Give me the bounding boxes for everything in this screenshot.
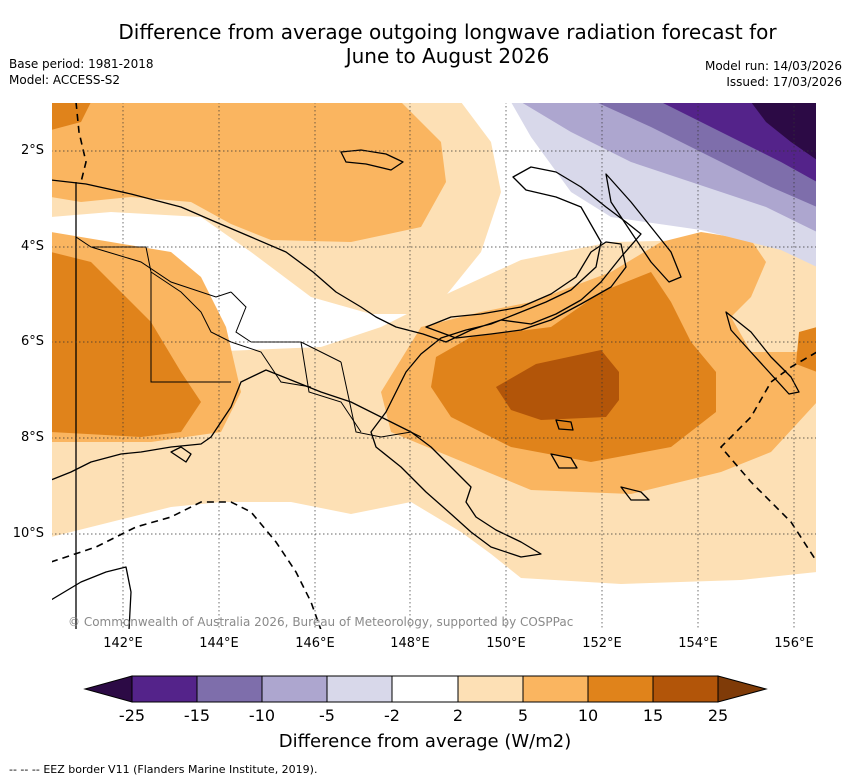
colorbar-tick: -5 <box>319 706 335 725</box>
colorbar-swatch-2-5 <box>458 676 523 702</box>
eez-legend-text: EEZ border V11 (Flanders Marine Institut… <box>43 763 318 776</box>
lat-label-10s: 10°S <box>12 526 44 541</box>
meta-right: Model run: 14/03/2026 Issued: 17/03/2026 <box>705 58 842 90</box>
contour-10-15-northwest <box>51 102 91 130</box>
colorbar-tick: 2 <box>452 706 464 725</box>
title-line-2: June to August 2026 <box>345 44 550 68</box>
lon-label-156e: 156°E <box>774 636 814 651</box>
contour-10-15-west <box>51 252 201 437</box>
province-borders <box>75 182 422 438</box>
lon-label-142e: 142°E <box>103 636 143 651</box>
fergusson-islands <box>550 453 578 469</box>
lat-label-8s: 8°S <box>20 430 44 445</box>
meta-left: Base period: 1981-2018 Model: ACCESS-S2 <box>9 56 154 88</box>
anomaly-map <box>51 102 817 630</box>
colorbar-swatch-neg5-neg2 <box>327 676 392 702</box>
colorbar-swatch-5-10 <box>523 676 588 702</box>
colorbar-dividers <box>196 676 654 702</box>
colorbar-tick: -25 <box>118 706 146 725</box>
base-period: Base period: 1981-2018 <box>9 57 154 71</box>
colorbar-tick: -10 <box>248 706 276 725</box>
colorbar-tick: -2 <box>384 706 400 725</box>
colorbar-outline <box>131 675 719 703</box>
lon-label-144e: 144°E <box>199 636 239 651</box>
contour-5-10-north <box>51 102 446 242</box>
colorbar <box>83 675 768 703</box>
lon-label-146e: 146°E <box>295 636 335 651</box>
lon-label-152e: 152°E <box>582 636 622 651</box>
colorbar-extend-high <box>717 675 768 703</box>
colorbar-swatch-neg2-2 <box>392 676 458 702</box>
manus-island-coastline <box>340 149 404 171</box>
louisiade-islands <box>620 486 650 501</box>
copyright-notice: © Commonwealth of Australia 2026, Bureau… <box>68 615 574 629</box>
colorbar-label: Difference from average (W/m2) <box>278 731 572 752</box>
contour-15-25 <box>496 350 619 420</box>
colorbar-swatch-15-25 <box>653 676 718 702</box>
new-britain-coastline <box>425 241 627 339</box>
colorbar-swatch-neg15-neg10 <box>197 676 262 702</box>
bougainville-coastline <box>725 311 800 395</box>
colorbar-extend-low <box>83 675 133 703</box>
lon-label-148e: 148°E <box>390 636 430 651</box>
colorbar-tick: 10 <box>577 706 599 725</box>
issued-date: Issued: 17/03/2026 <box>726 75 842 89</box>
colorbar-swatch-neg25-neg15 <box>132 676 197 702</box>
colorbar-tick: 25 <box>707 706 729 725</box>
eez-legend-marker: -- -- -- <box>9 763 40 776</box>
map-frame <box>51 102 817 630</box>
new-ireland-coastline <box>605 173 682 283</box>
model-name: Model: ACCESS-S2 <box>9 73 121 87</box>
chart-title: Difference from average outgoing longwav… <box>0 20 850 68</box>
colorbar-swatch-10-15 <box>588 676 653 702</box>
eez-legend: -- -- -- EEZ border V11 (Flanders Marine… <box>9 763 317 776</box>
lon-label-154e: 154°E <box>678 636 718 651</box>
colorbar-tick: 15 <box>642 706 664 725</box>
contour-below-neg-25 <box>751 102 817 160</box>
colorbar-tick: 5 <box>517 706 529 725</box>
lat-label-6s: 6°S <box>20 334 44 349</box>
colorbar-swatch-neg10-neg5 <box>262 676 327 702</box>
lon-label-150e: 150°E <box>486 636 526 651</box>
title-line-1: Difference from average outgoing longwav… <box>118 20 777 44</box>
model-run-date: Model run: 14/03/2026 <box>704 59 842 73</box>
lat-label-4s: 4°S <box>20 239 44 254</box>
lat-label-2s: 2°S <box>20 143 44 158</box>
eez-borders <box>51 102 817 630</box>
graticule <box>51 102 817 630</box>
trobriand-islands <box>555 419 574 431</box>
torres-strait-islands <box>170 446 192 463</box>
colorbar-tick: -15 <box>183 706 211 725</box>
